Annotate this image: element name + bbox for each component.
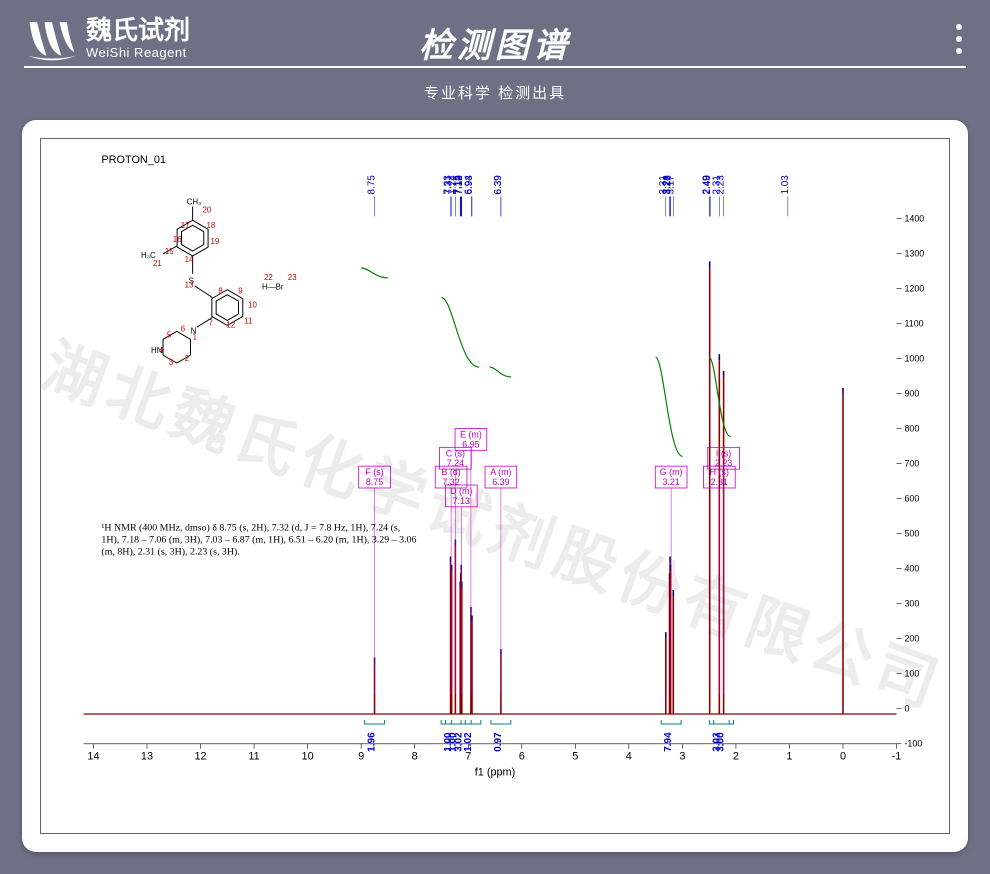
svg-text:12: 12 bbox=[226, 320, 235, 329]
svg-text:(m, 8H), 2.31 (s, 3H), 2.23 (s: (m, 8H), 2.31 (s, 3H), 2.23 (s, 3H). bbox=[101, 546, 239, 557]
svg-text:PROTON_01: PROTON_01 bbox=[101, 154, 166, 166]
svg-text:200: 200 bbox=[904, 634, 919, 644]
svg-text:1000: 1000 bbox=[904, 353, 924, 363]
svg-text:H (s): H (s) bbox=[710, 467, 729, 477]
svg-text:100: 100 bbox=[904, 669, 919, 679]
svg-text:11: 11 bbox=[248, 751, 259, 763]
svg-text:14: 14 bbox=[87, 751, 99, 763]
svg-text:1400: 1400 bbox=[904, 213, 924, 223]
svg-text:1: 1 bbox=[786, 751, 792, 763]
spectrum-card: 湖北魏氏化学试剂股份有限公司 1400130012001100100090080… bbox=[22, 120, 968, 852]
svg-text:16: 16 bbox=[173, 235, 182, 244]
svg-text:3: 3 bbox=[679, 751, 685, 763]
svg-text:20: 20 bbox=[203, 205, 212, 214]
svg-text:800: 800 bbox=[904, 423, 919, 433]
svg-text:6: 6 bbox=[181, 324, 186, 333]
svg-text:1.02: 1.02 bbox=[463, 732, 474, 752]
svg-text:A (m): A (m) bbox=[490, 467, 511, 477]
svg-text:11: 11 bbox=[244, 316, 253, 325]
svg-text:CH₃: CH₃ bbox=[187, 197, 202, 206]
svg-text:0: 0 bbox=[904, 704, 909, 714]
more-menu-icon[interactable] bbox=[956, 24, 962, 54]
svg-text:1200: 1200 bbox=[904, 283, 924, 293]
svg-text:8.75: 8.75 bbox=[367, 175, 378, 195]
page-header: 魏氏试剂 WeiShi Reagent 检测图谱 专业科学 检测出具 bbox=[0, 0, 990, 110]
page-title: 检测图谱 bbox=[0, 18, 990, 67]
svg-text:9: 9 bbox=[358, 751, 364, 763]
svg-text:13: 13 bbox=[141, 751, 153, 763]
svg-text:13: 13 bbox=[185, 281, 194, 290]
svg-text:0.97: 0.97 bbox=[493, 732, 504, 752]
svg-text:8.75: 8.75 bbox=[366, 477, 383, 487]
svg-text:f1 (ppm): f1 (ppm) bbox=[475, 766, 516, 778]
svg-text:700: 700 bbox=[904, 459, 919, 469]
svg-text:2.23: 2.23 bbox=[716, 175, 727, 195]
svg-text:10: 10 bbox=[302, 751, 314, 763]
svg-text:7.13: 7.13 bbox=[453, 496, 470, 506]
svg-text:14: 14 bbox=[185, 255, 194, 264]
svg-text:E (m): E (m) bbox=[460, 429, 482, 439]
svg-text:12: 12 bbox=[194, 751, 206, 763]
svg-text:B (d): B (d) bbox=[441, 467, 460, 477]
svg-text:6.39: 6.39 bbox=[493, 175, 504, 195]
svg-text:0: 0 bbox=[840, 751, 846, 763]
svg-text:6.93: 6.93 bbox=[464, 175, 475, 195]
nmr-spectrum-chart: 1400130012001100100090080070060050040030… bbox=[41, 139, 949, 833]
svg-text:8: 8 bbox=[218, 287, 223, 296]
svg-text:900: 900 bbox=[904, 388, 919, 398]
svg-text:G (m): G (m) bbox=[660, 467, 683, 477]
svg-text:22: 22 bbox=[264, 273, 273, 282]
svg-text:2: 2 bbox=[733, 751, 739, 763]
svg-text:2: 2 bbox=[185, 354, 189, 363]
svg-text:-1: -1 bbox=[892, 751, 902, 763]
svg-text:F (s): F (s) bbox=[365, 467, 383, 477]
svg-text:6: 6 bbox=[519, 751, 525, 763]
svg-text:3.21: 3.21 bbox=[662, 477, 679, 487]
svg-text:1.96: 1.96 bbox=[367, 732, 378, 752]
svg-text:5: 5 bbox=[572, 751, 578, 763]
svg-text:H—Br: H—Br bbox=[262, 283, 284, 292]
svg-text:1100: 1100 bbox=[904, 318, 923, 328]
svg-text:8: 8 bbox=[412, 751, 418, 763]
spectrum-panel: 湖北魏氏化学试剂股份有限公司 1400130012001100100090080… bbox=[40, 138, 950, 834]
svg-text:23: 23 bbox=[288, 273, 297, 282]
svg-text:3: 3 bbox=[169, 358, 174, 367]
svg-text:400: 400 bbox=[904, 564, 919, 574]
svg-text:9: 9 bbox=[238, 287, 243, 296]
svg-text:19: 19 bbox=[210, 237, 219, 246]
svg-text:2.31: 2.31 bbox=[711, 477, 728, 487]
svg-text:C (s): C (s) bbox=[446, 448, 465, 458]
svg-text:7.94: 7.94 bbox=[663, 732, 674, 752]
svg-text:1300: 1300 bbox=[904, 248, 924, 258]
header-divider bbox=[24, 66, 966, 68]
svg-text:15: 15 bbox=[165, 247, 174, 256]
svg-text:6.39: 6.39 bbox=[492, 477, 509, 487]
svg-text:4: 4 bbox=[626, 751, 632, 763]
svg-text:1: 1 bbox=[193, 332, 198, 341]
svg-text:17: 17 bbox=[181, 221, 190, 230]
svg-text:3.00: 3.00 bbox=[716, 732, 727, 752]
svg-text:600: 600 bbox=[904, 494, 919, 504]
svg-text:7: 7 bbox=[208, 318, 212, 327]
svg-text:1H), 7.18 – 7.06 (m, 3H), 7.03: 1H), 7.18 – 7.06 (m, 3H), 7.03 – 6.87 (m… bbox=[101, 535, 416, 546]
svg-text:2.23: 2.23 bbox=[715, 458, 732, 468]
svg-text:500: 500 bbox=[904, 529, 919, 539]
svg-text:18: 18 bbox=[206, 221, 215, 230]
svg-text:-100: -100 bbox=[904, 739, 922, 749]
svg-text:300: 300 bbox=[904, 599, 919, 609]
page-subtitle: 专业科学 检测出具 bbox=[0, 82, 990, 103]
svg-text:D (m): D (m) bbox=[450, 486, 472, 496]
svg-text:¹H NMR (400 MHz, dmso) δ 8.75: ¹H NMR (400 MHz, dmso) δ 8.75 (s, 2H), 7… bbox=[101, 523, 400, 534]
svg-text:10: 10 bbox=[248, 301, 257, 310]
svg-text:3.17: 3.17 bbox=[665, 175, 676, 195]
svg-text:4: 4 bbox=[159, 346, 164, 355]
svg-text:I (s): I (s) bbox=[716, 448, 731, 458]
svg-text:21: 21 bbox=[153, 259, 162, 268]
svg-text:1.03: 1.03 bbox=[780, 175, 791, 195]
svg-text:5: 5 bbox=[167, 330, 172, 339]
